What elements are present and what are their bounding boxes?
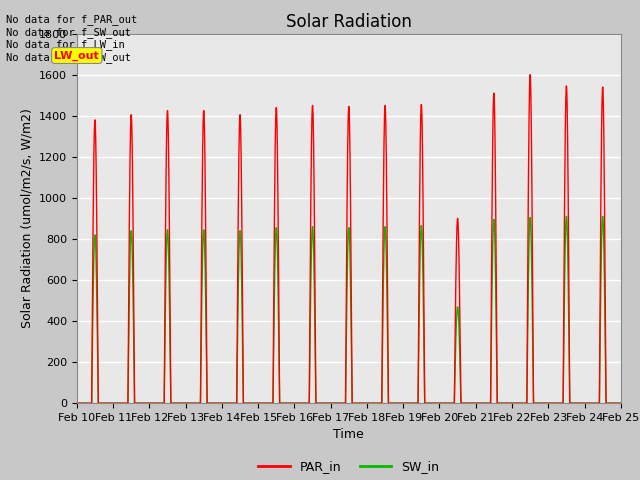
Text: No data for f_PAR_out
No data for f_SW_out
No data for f_LW_in
No data for f_LW_: No data for f_PAR_out No data for f_SW_o… [6, 14, 138, 63]
Y-axis label: Solar Radiation (umol/m2/s, W/m2): Solar Radiation (umol/m2/s, W/m2) [20, 108, 33, 328]
Legend: PAR_in, SW_in: PAR_in, SW_in [253, 455, 444, 478]
Text: LW_out: LW_out [54, 50, 99, 60]
X-axis label: Time: Time [333, 429, 364, 442]
Title: Solar Radiation: Solar Radiation [286, 12, 412, 31]
